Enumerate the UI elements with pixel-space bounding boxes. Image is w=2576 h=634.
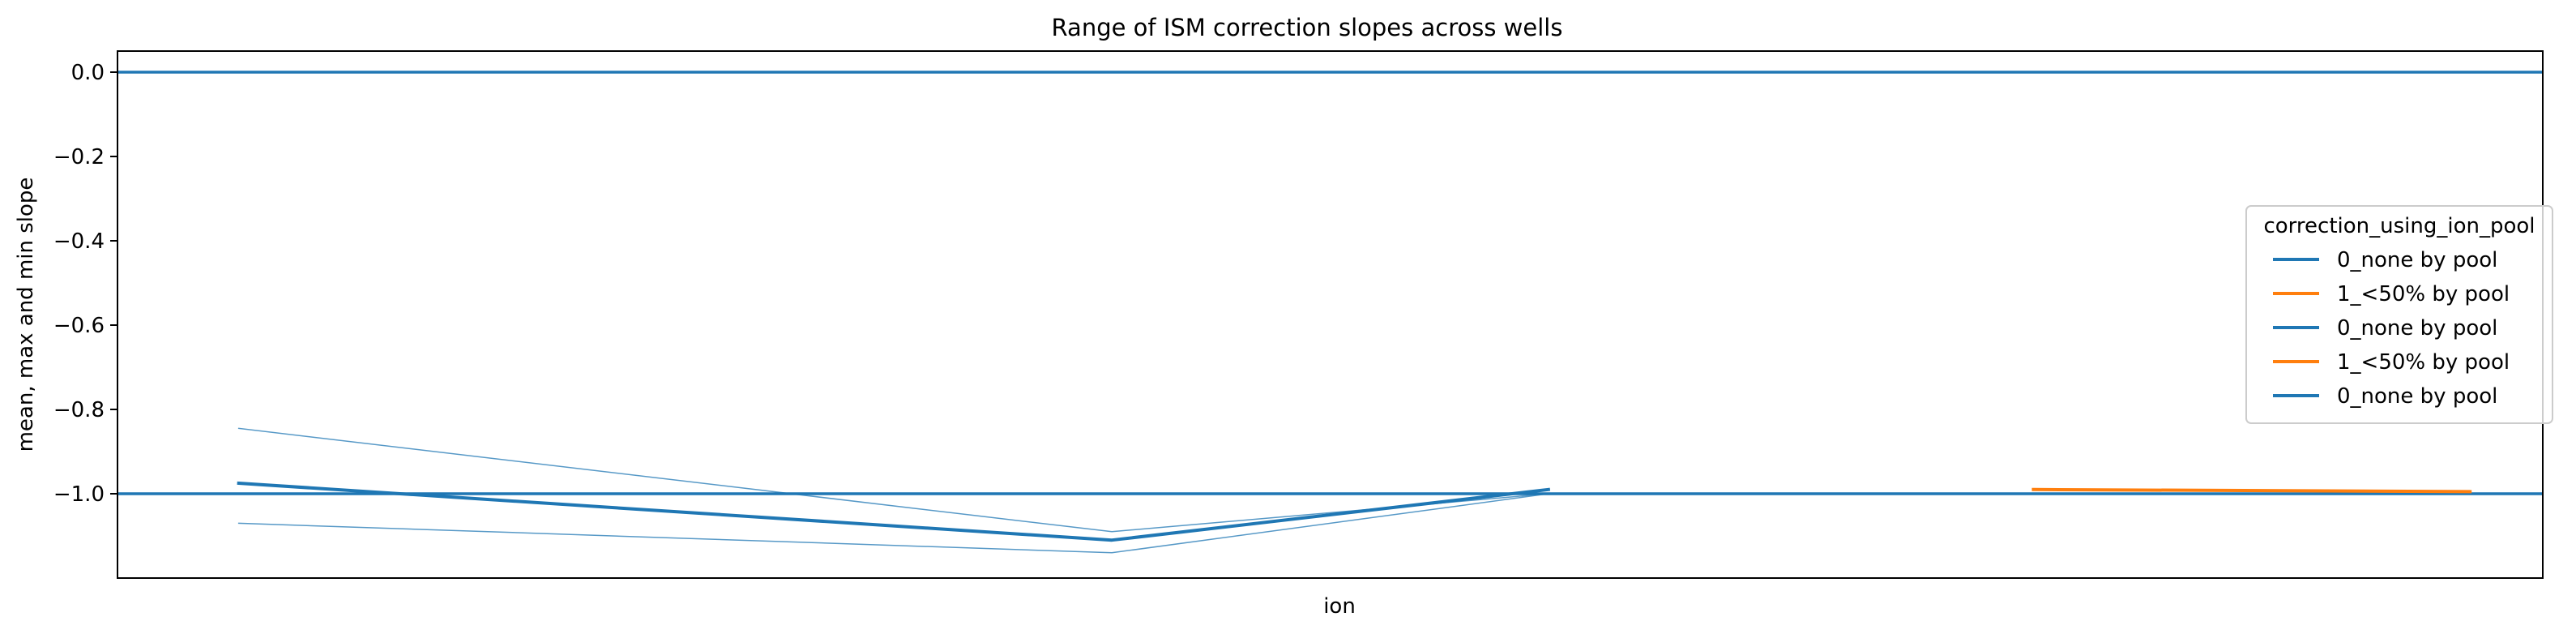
legend-entry-label: 1_<50% by pool xyxy=(2337,282,2510,306)
y-tick-label: −0.6 xyxy=(53,314,105,338)
reference-lines xyxy=(117,71,2543,495)
legend-entries: 0_none by pool 1_<50% by pool 0_none by po… xyxy=(2273,248,2510,409)
y-tick-label: 0.0 xyxy=(71,61,105,85)
x-axis-label: ion xyxy=(1323,594,1356,619)
legend-box xyxy=(2245,205,2553,424)
series-line-mean xyxy=(2031,487,2472,494)
series-line-max xyxy=(237,427,1549,533)
legend-entry-label: 1_<50% by pool xyxy=(2337,350,2510,375)
y-tick-label: −0.4 xyxy=(53,229,105,254)
y-tick-label: −0.2 xyxy=(53,145,105,169)
legend-title: correction_using_ion_pool xyxy=(2263,214,2535,238)
chart-title: Range of ISM correction slopes across we… xyxy=(1052,14,1563,41)
series-lines xyxy=(237,427,2472,554)
legend-entry-label: 0_none by pool xyxy=(2337,248,2497,272)
legend: correction_using_ion_pool 0_none by pool… xyxy=(2245,205,2553,424)
y-axis-label: mean, max and min slope xyxy=(14,178,38,452)
legend-entry-label: 0_none by pool xyxy=(2337,316,2497,341)
y-tick-label: −0.8 xyxy=(53,398,105,422)
series-line-min xyxy=(237,493,1549,554)
y-axis: 0.0 −0.2 −0.4 −0.6 −0.8 −1.0 xyxy=(53,61,117,507)
y-tick-label: −1.0 xyxy=(53,482,105,507)
legend-entry-label: 0_none by pool xyxy=(2337,384,2497,409)
